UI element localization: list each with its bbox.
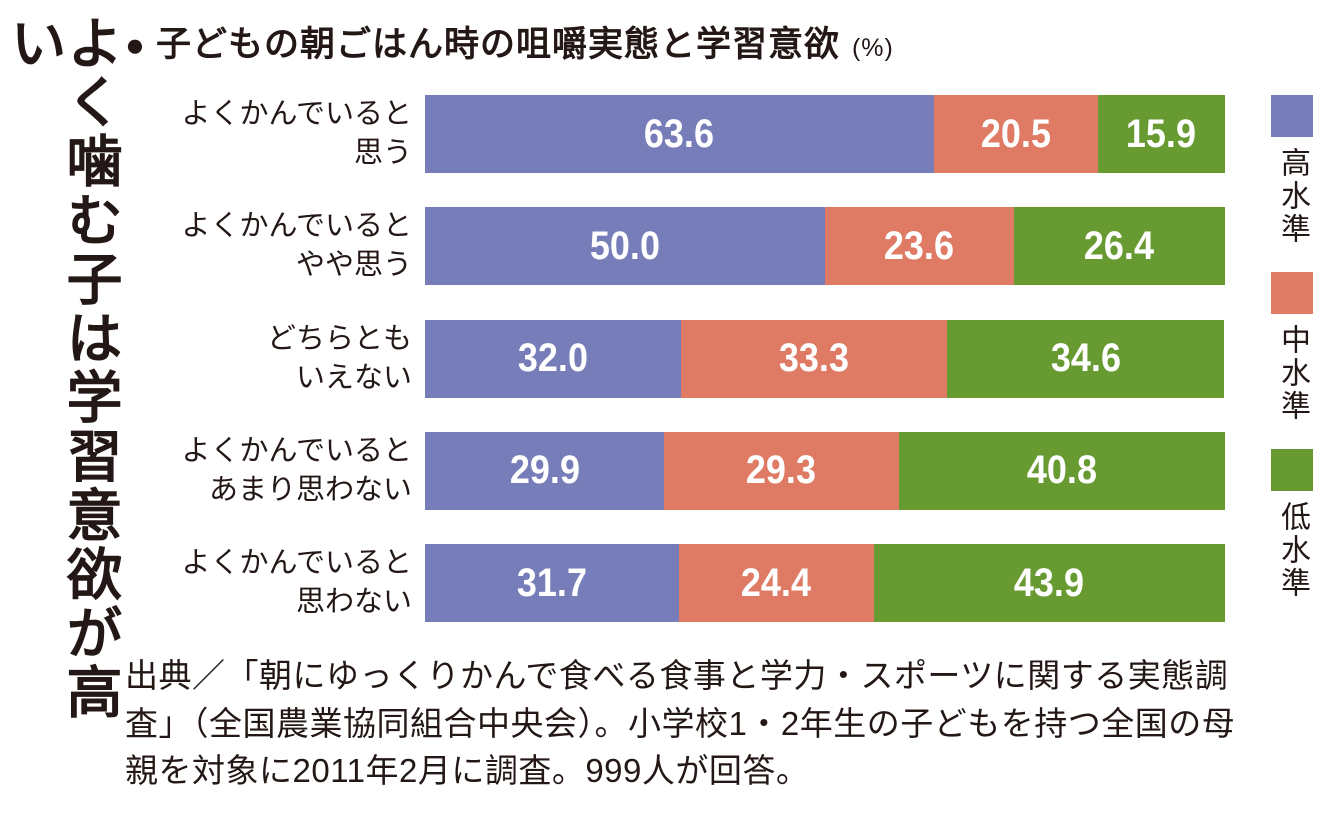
legend-item: 中水準 <box>1271 272 1313 423</box>
stacked-bar-chart: よくかんでいると 思う 63.6 20.5 15.9 よくかんでいると やや思う 50.0… <box>125 95 1225 623</box>
bar-segment-高水準: 31.7 <box>425 544 679 623</box>
category-label: どちらとも いえない <box>266 322 412 394</box>
bar-value: 33.3 <box>779 336 850 381</box>
bar-segment-低水準: 34.6 <box>947 319 1225 398</box>
bar-segment-低水準: 15.9 <box>1097 95 1225 174</box>
bar-segment-中水準: 33.3 <box>681 319 948 398</box>
chart-title: ● 子どもの朝ごはん時の咀嚼実態と学習意欲 (%) <box>125 16 1325 67</box>
bar-segment-低水準: 40.8 <box>898 431 1225 510</box>
chart-row: どちらとも いえない 32.0 33.3 34.6 <box>125 319 1225 398</box>
legend-color-swatch-icon <box>1271 449 1313 491</box>
bar-value: 50.0 <box>589 223 661 268</box>
legend-item: 低水準 <box>1271 449 1313 600</box>
legend-label: 高水準 <box>1276 147 1309 246</box>
bar-value: 43.9 <box>1014 560 1085 605</box>
stacked-bar: 50.0 23.6 26.4 <box>425 207 1225 286</box>
stacked-bar: 32.0 33.3 34.6 <box>425 319 1225 398</box>
bar-segment-中水準: 29.3 <box>664 431 899 510</box>
category-label: よくかんでいると 思う <box>181 98 412 170</box>
bar-segment-低水準: 26.4 <box>1013 207 1225 286</box>
chart-title-text: 子どもの朝ごはん時の咀嚼実態と学習意欲 <box>155 25 840 64</box>
bar-segment-中水準: 20.5 <box>933 95 1098 174</box>
bar-value: 20.5 <box>980 111 1051 156</box>
chart-panel: ● 子どもの朝ごはん時の咀嚼実態と学習意欲 (%) よくかんでいると 思う 63.… <box>125 16 1325 794</box>
category-label: よくかんでいると 思わない <box>181 547 412 619</box>
legend: 高水準 中水準 低水準 <box>1271 95 1313 600</box>
chart-row: よくかんでいると やや思う 50.0 23.6 26.4 <box>125 207 1225 286</box>
legend-color-swatch-icon <box>1271 95 1313 137</box>
bar-value: 40.8 <box>1026 448 1097 493</box>
stacked-bar: 63.6 20.5 15.9 <box>425 95 1225 174</box>
bar-value: 29.9 <box>509 448 580 493</box>
category-label: よくかんでいると やや思う <box>181 210 412 282</box>
bar-value: 24.4 <box>741 560 812 605</box>
bar-value: 23.6 <box>884 223 955 268</box>
stacked-bar: 29.9 29.3 40.8 <box>425 431 1225 510</box>
bar-value: 34.6 <box>1050 336 1121 381</box>
bullet-icon: ● <box>125 26 146 63</box>
bar-value: 29.3 <box>746 448 817 493</box>
chart-row: よくかんでいると あまり思わない 29.9 29.3 40.8 <box>125 431 1225 510</box>
category-label: よくかんでいると あまり思わない <box>181 434 412 506</box>
legend-label: 中水準 <box>1276 324 1309 423</box>
bar-segment-中水準: 24.4 <box>678 544 874 623</box>
chart-area: よくかんでいると 思う 63.6 20.5 15.9 よくかんでいると やや思う 50.0… <box>125 95 1325 623</box>
bar-value: 26.4 <box>1084 223 1155 268</box>
bar-value: 15.9 <box>1126 111 1197 156</box>
bar-segment-中水準: 23.6 <box>825 207 1014 286</box>
bar-segment-高水準: 63.6 <box>425 95 934 174</box>
stacked-bar: 31.7 24.4 43.9 <box>425 544 1225 623</box>
bar-segment-高水準: 50.0 <box>425 207 825 286</box>
chart-row: よくかんでいると 思う 63.6 20.5 15.9 <box>125 95 1225 174</box>
bar-value: 31.7 <box>516 560 587 605</box>
bar-value: 32.0 <box>517 336 589 381</box>
bar-segment-高水準: 29.9 <box>425 431 665 510</box>
bar-segment-高水準: 32.0 <box>425 319 681 398</box>
source-note: 出典／「朝にゆっくりかんで食べる食事と学力・スポーツに関する実態調査」（全国農業… <box>125 657 1236 789</box>
bar-segment-低水準: 43.9 <box>873 544 1225 623</box>
legend-item: 高水準 <box>1271 95 1313 246</box>
chart-title-unit: (%) <box>851 34 894 62</box>
bar-value: 63.6 <box>644 111 715 156</box>
chart-row: よくかんでいると 思わない 31.7 24.4 43.9 <box>125 544 1225 623</box>
legend-label: 低水準 <box>1276 501 1309 600</box>
legend-color-swatch-icon <box>1271 272 1313 314</box>
vertical-headline: よく噛む子は学習意欲が高い <box>3 14 122 722</box>
